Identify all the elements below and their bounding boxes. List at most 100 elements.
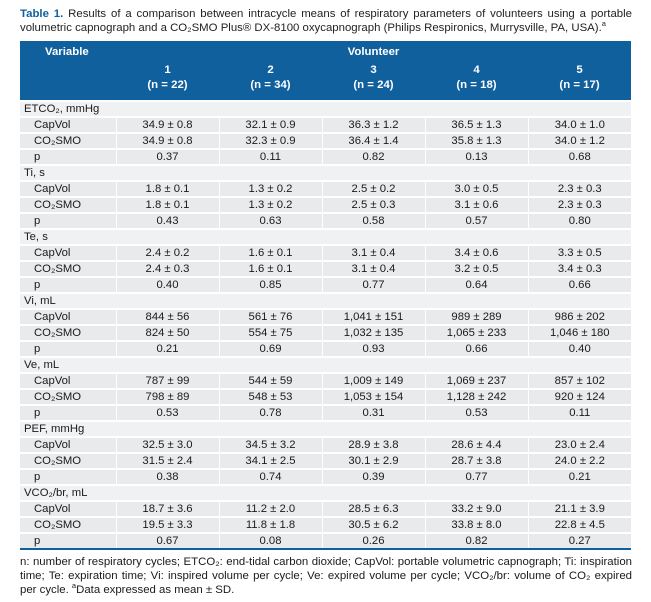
row-label: CapVol — [20, 435, 116, 453]
value-cell: 0.63 — [218, 211, 322, 229]
value-cell: 3.1 ± 0.4 — [321, 259, 425, 277]
value-cell: 0.67 — [115, 531, 219, 550]
value-cell: 36.5 ± 1.3 — [424, 115, 528, 133]
value-cell: 2.5 ± 0.3 — [321, 195, 425, 213]
results-table: Variable Volunteer 1 (n = 22) 2 (n = 34)… — [20, 40, 632, 550]
value-cell: 0.38 — [115, 467, 219, 485]
row-label: CO₂SMO — [20, 387, 116, 405]
section-row: Te, s — [20, 227, 632, 245]
header-row-columns: 1 (n = 22) 2 (n = 34) 3 (n = 24) 4 (n = … — [20, 62, 632, 101]
value-cell: 561 ± 76 — [218, 307, 322, 325]
header-row-groups: Variable Volunteer — [20, 40, 632, 63]
header-variable: Variable — [20, 40, 116, 63]
value-cell: 22.8 ± 4.5 — [527, 515, 632, 533]
table-row: CapVol 844 ± 56 561 ± 76 1,041 ± 151 989 ± 2… — [20, 307, 632, 325]
table-row: CapVol 18.7 ± 3.6 11.2 ± 2.0 28.5 ± 6.3 33.2… — [20, 499, 632, 517]
table-row: p 0.37 0.11 0.82 0.13 0.68 — [20, 147, 632, 165]
volunteer-number: 4 — [473, 63, 480, 76]
footnote-marker: a — [71, 581, 77, 591]
table-caption-footnote-marker: a — [601, 19, 606, 28]
value-cell: 21.1 ± 3.9 — [527, 499, 632, 517]
value-cell: 0.40 — [527, 339, 632, 357]
value-cell: 3.3 ± 0.5 — [527, 243, 632, 261]
value-cell: 23.0 ± 2.4 — [527, 435, 632, 453]
value-cell: 3.1 ± 0.4 — [321, 243, 425, 261]
table-row: CO₂SMO 2.4 ± 0.3 1.6 ± 0.1 3.1 ± 0.4 3.2 ± 0… — [20, 259, 632, 277]
value-cell: 24.0 ± 2.2 — [527, 451, 632, 469]
value-cell: 1,032 ± 135 — [321, 323, 425, 341]
value-cell: 0.68 — [527, 147, 632, 165]
value-cell: 1.6 ± 0.1 — [218, 259, 322, 277]
value-cell: 1.8 ± 0.1 — [115, 195, 219, 213]
value-cell: 3.4 ± 0.3 — [527, 259, 632, 277]
value-cell: 989 ± 289 — [424, 307, 528, 325]
volunteer-number: 1 — [164, 63, 171, 76]
row-label: CapVol — [20, 115, 116, 133]
value-cell: 0.77 — [424, 467, 528, 485]
value-cell: 554 ± 75 — [218, 323, 322, 341]
value-cell: 0.08 — [218, 531, 322, 550]
value-cell: 798 ± 89 — [115, 387, 219, 405]
value-cell: 1.8 ± 0.1 — [115, 179, 219, 197]
section-label: Te, s — [20, 227, 632, 245]
value-cell: 33.8 ± 8.0 — [424, 515, 528, 533]
section-row: VCO₂/br, mL — [20, 483, 632, 501]
value-cell: 3.1 ± 0.6 — [424, 195, 528, 213]
row-label: CapVol — [20, 371, 116, 389]
value-cell: 1,128 ± 242 — [424, 387, 528, 405]
header-volunteer-4: 4 (n = 18) — [425, 62, 528, 101]
value-cell: 31.5 ± 2.4 — [115, 451, 219, 469]
value-cell: 1,065 ± 233 — [424, 323, 528, 341]
value-cell: 0.11 — [527, 403, 632, 421]
value-cell: 0.64 — [424, 275, 528, 293]
value-cell: 0.85 — [218, 275, 322, 293]
table-row: CO₂SMO 19.5 ± 3.3 11.8 ± 1.8 30.5 ± 6.2 33.8… — [20, 515, 632, 533]
row-label: CO₂SMO — [20, 195, 116, 213]
value-cell: 0.37 — [115, 147, 219, 165]
section-label: VCO₂/br, mL — [20, 483, 632, 501]
volunteer-n-count: (n = 22) — [147, 78, 188, 91]
value-cell: 0.82 — [424, 531, 528, 550]
value-cell: 34.9 ± 0.8 — [115, 131, 219, 149]
value-cell: 28.5 ± 6.3 — [321, 499, 425, 517]
value-cell: 30.1 ± 2.9 — [321, 451, 425, 469]
value-cell: 0.11 — [218, 147, 322, 165]
header-volunteer-3: 3 (n = 24) — [322, 62, 425, 101]
value-cell: 33.2 ± 9.0 — [424, 499, 528, 517]
value-cell: 0.66 — [527, 275, 632, 293]
table-row: p 0.40 0.85 0.77 0.64 0.66 — [20, 275, 632, 293]
value-cell: 0.58 — [321, 211, 425, 229]
table-row: CapVol 787 ± 99 544 ± 59 1,009 ± 149 1,069 ±… — [20, 371, 632, 389]
row-label: CO₂SMO — [20, 131, 116, 149]
section-label: Ti, s — [20, 163, 632, 181]
table-row: p 0.38 0.74 0.39 0.77 0.21 — [20, 467, 632, 485]
value-cell: 1,053 ± 154 — [321, 387, 425, 405]
value-cell: 857 ± 102 — [527, 371, 632, 389]
table-row: CapVol 34.9 ± 0.8 32.1 ± 0.9 36.3 ± 1.2 36.5… — [20, 115, 632, 133]
row-label: p — [20, 275, 116, 293]
value-cell: 28.6 ± 4.4 — [424, 435, 528, 453]
table-footnote-text-2: Data expressed as mean ± SD. — [76, 584, 235, 596]
volunteer-n-count: (n = 17) — [559, 78, 600, 91]
value-cell: 920 ± 124 — [527, 387, 632, 405]
value-cell: 36.4 ± 1.4 — [321, 131, 425, 149]
value-cell: 1.3 ± 0.2 — [218, 195, 322, 213]
table-row: CapVol 1.8 ± 0.1 1.3 ± 0.2 2.5 ± 0.2 3.0 ± 0… — [20, 179, 632, 197]
table-caption-text: Results of a comparison between intracyc… — [20, 8, 632, 34]
row-label: p — [20, 467, 116, 485]
value-cell: 2.4 ± 0.3 — [115, 259, 219, 277]
value-cell: 28.9 ± 3.8 — [321, 435, 425, 453]
header-volunteer-1: 1 (n = 22) — [116, 62, 219, 101]
value-cell: 34.0 ± 1.2 — [527, 131, 632, 149]
value-cell: 0.57 — [424, 211, 528, 229]
row-label: CapVol — [20, 179, 116, 197]
volunteer-n-count: (n = 18) — [456, 78, 497, 91]
value-cell: 0.82 — [321, 147, 425, 165]
row-label: CapVol — [20, 243, 116, 261]
value-cell: 2.3 ± 0.3 — [527, 195, 632, 213]
value-cell: 0.21 — [527, 467, 632, 485]
value-cell: 0.77 — [321, 275, 425, 293]
value-cell: 3.0 ± 0.5 — [424, 179, 528, 197]
table-caption-label: Table 1. — [20, 8, 64, 20]
value-cell: 2.5 ± 0.2 — [321, 179, 425, 197]
